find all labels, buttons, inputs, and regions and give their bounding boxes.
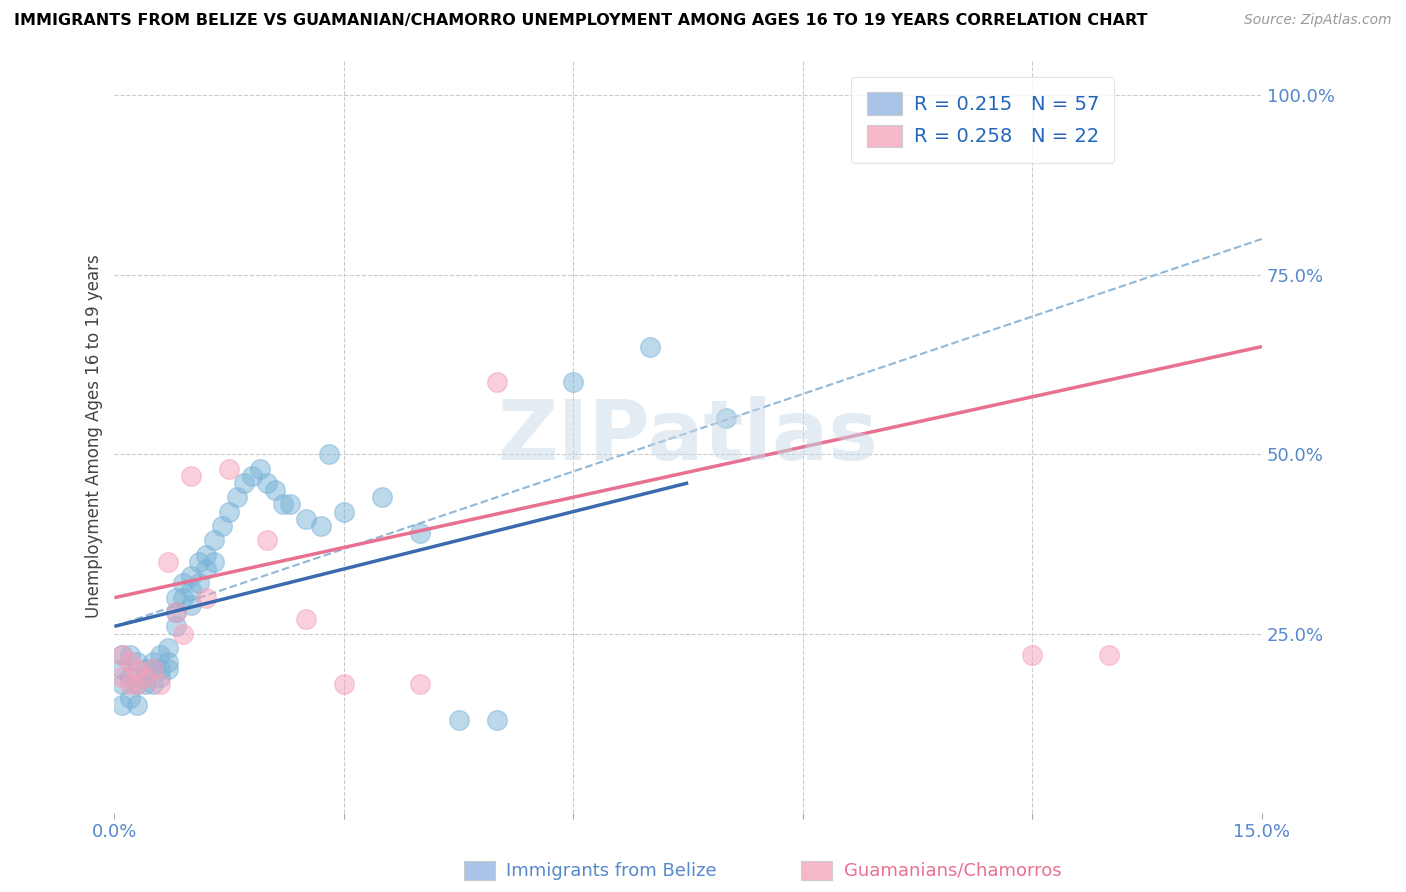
- Point: [187, 576, 209, 591]
- Point: [562, 376, 585, 390]
- Point: [1021, 648, 1043, 662]
- Point: [716, 411, 738, 425]
- Point: [149, 662, 172, 676]
- Point: [180, 598, 202, 612]
- Point: [134, 670, 156, 684]
- Point: [309, 519, 332, 533]
- Point: [134, 662, 156, 676]
- Point: [127, 655, 149, 669]
- Point: [127, 698, 149, 713]
- Text: Guamanians/Chamorros: Guamanians/Chamorros: [844, 862, 1062, 880]
- Point: [149, 648, 172, 662]
- Point: [118, 670, 141, 684]
- Point: [149, 677, 172, 691]
- Point: [118, 648, 141, 662]
- Point: [256, 475, 278, 490]
- Point: [149, 670, 172, 684]
- Point: [202, 555, 225, 569]
- Point: [409, 526, 432, 541]
- Point: [294, 512, 316, 526]
- Point: [172, 591, 194, 605]
- Point: [111, 648, 134, 662]
- Point: [195, 562, 218, 576]
- Point: [264, 483, 287, 497]
- Point: [409, 677, 432, 691]
- Point: [180, 583, 202, 598]
- Point: [156, 640, 179, 655]
- Point: [127, 662, 149, 676]
- Point: [485, 376, 508, 390]
- Point: [218, 461, 240, 475]
- Point: [142, 662, 165, 676]
- Point: [172, 626, 194, 640]
- Point: [211, 519, 233, 533]
- Point: [202, 533, 225, 548]
- Point: [127, 677, 149, 691]
- Point: [142, 662, 165, 676]
- Point: [256, 533, 278, 548]
- Point: [280, 497, 302, 511]
- Point: [294, 612, 316, 626]
- Point: [111, 662, 134, 676]
- Point: [165, 605, 187, 619]
- Point: [271, 497, 294, 511]
- Point: [233, 475, 256, 490]
- Point: [240, 468, 263, 483]
- Point: [118, 655, 141, 669]
- Point: [187, 555, 209, 569]
- Point: [156, 662, 179, 676]
- Point: [180, 569, 202, 583]
- Point: [485, 713, 508, 727]
- Point: [156, 555, 179, 569]
- Point: [111, 698, 134, 713]
- Point: [249, 461, 271, 475]
- Point: [195, 548, 218, 562]
- Legend: R = 0.215   N = 57, R = 0.258   N = 22: R = 0.215 N = 57, R = 0.258 N = 22: [851, 77, 1115, 162]
- Point: [127, 677, 149, 691]
- Text: ZIPatlas: ZIPatlas: [498, 396, 879, 476]
- Point: [142, 677, 165, 691]
- Text: Immigrants from Belize: Immigrants from Belize: [506, 862, 717, 880]
- Point: [118, 677, 141, 691]
- Point: [1098, 648, 1121, 662]
- Y-axis label: Unemployment Among Ages 16 to 19 years: Unemployment Among Ages 16 to 19 years: [86, 254, 103, 618]
- Point: [318, 447, 340, 461]
- Point: [371, 490, 394, 504]
- Point: [118, 691, 141, 706]
- Point: [142, 655, 165, 669]
- Point: [134, 670, 156, 684]
- Point: [333, 505, 356, 519]
- Point: [333, 677, 356, 691]
- Point: [165, 619, 187, 633]
- Point: [218, 505, 240, 519]
- Point: [225, 490, 247, 504]
- Point: [156, 655, 179, 669]
- Text: IMMIGRANTS FROM BELIZE VS GUAMANIAN/CHAMORRO UNEMPLOYMENT AMONG AGES 16 TO 19 YE: IMMIGRANTS FROM BELIZE VS GUAMANIAN/CHAM…: [14, 13, 1147, 29]
- Point: [172, 576, 194, 591]
- Point: [111, 648, 134, 662]
- Point: [447, 713, 470, 727]
- Text: Source: ZipAtlas.com: Source: ZipAtlas.com: [1244, 13, 1392, 28]
- Point: [195, 591, 218, 605]
- Point: [111, 670, 134, 684]
- Point: [165, 605, 187, 619]
- Point: [180, 468, 202, 483]
- Point: [638, 340, 661, 354]
- Point: [165, 591, 187, 605]
- Point: [134, 677, 156, 691]
- Point: [111, 677, 134, 691]
